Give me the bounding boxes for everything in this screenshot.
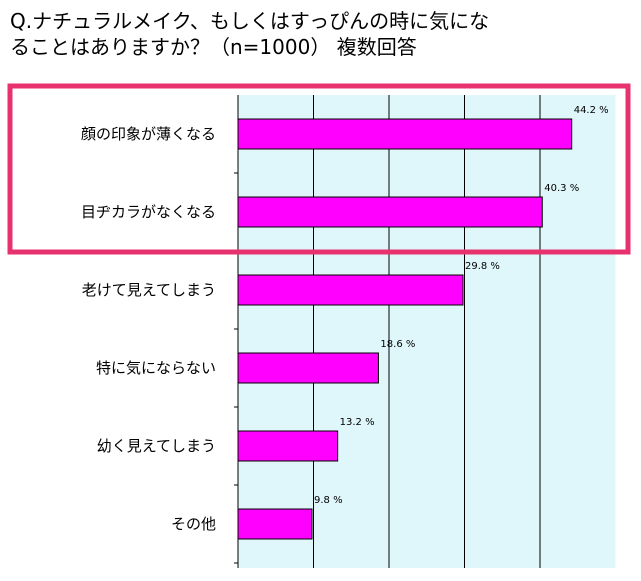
bar-6 xyxy=(237,508,313,540)
bar-3 xyxy=(237,274,464,306)
chart-title-line-1: Q.ナチュラルメイク、もしくはすっぴんの時に気にな xyxy=(10,9,490,33)
value-label: 29.8 % xyxy=(465,261,500,272)
bar-1 xyxy=(237,118,573,150)
category-label: 顔の印象が薄くなる xyxy=(81,125,216,143)
bar-2 xyxy=(237,196,543,228)
category-labels: 顔の印象が薄くなる目ヂカラがなくなる老けて見えてしまう特に気にならない幼く見えて… xyxy=(81,125,216,533)
category-label: 目ヂカラがなくなる xyxy=(81,203,216,221)
highlight-frame xyxy=(7,83,631,255)
value-label: 40.3 % xyxy=(544,183,579,194)
plot-background xyxy=(238,95,616,568)
category-label: 特に気にならない xyxy=(96,359,216,377)
bar-5 xyxy=(237,430,339,462)
chart-title-line-2: ることはありますか？（n=1000） 複数回答 xyxy=(10,35,417,59)
category-label: 幼く見えてしまう xyxy=(97,437,216,455)
chart-title: Q.ナチュラルメイク、もしくはすっぴんの時に気にな ることはありますか？（n=1… xyxy=(10,8,635,60)
bars xyxy=(237,118,573,540)
value-label: 13.2 % xyxy=(340,417,375,428)
value-label: 44.2 % xyxy=(574,105,609,116)
value-labels: 44.2 % 40.3 % 29.8 % 18.6 % 13.2 % 9.8 % xyxy=(314,105,609,506)
value-label: 9.8 % xyxy=(314,495,343,506)
category-label: 老けて見えてしまう xyxy=(82,281,216,299)
bar-4 xyxy=(237,352,379,384)
value-label: 18.6 % xyxy=(380,339,415,350)
category-label: その他 xyxy=(171,515,216,533)
